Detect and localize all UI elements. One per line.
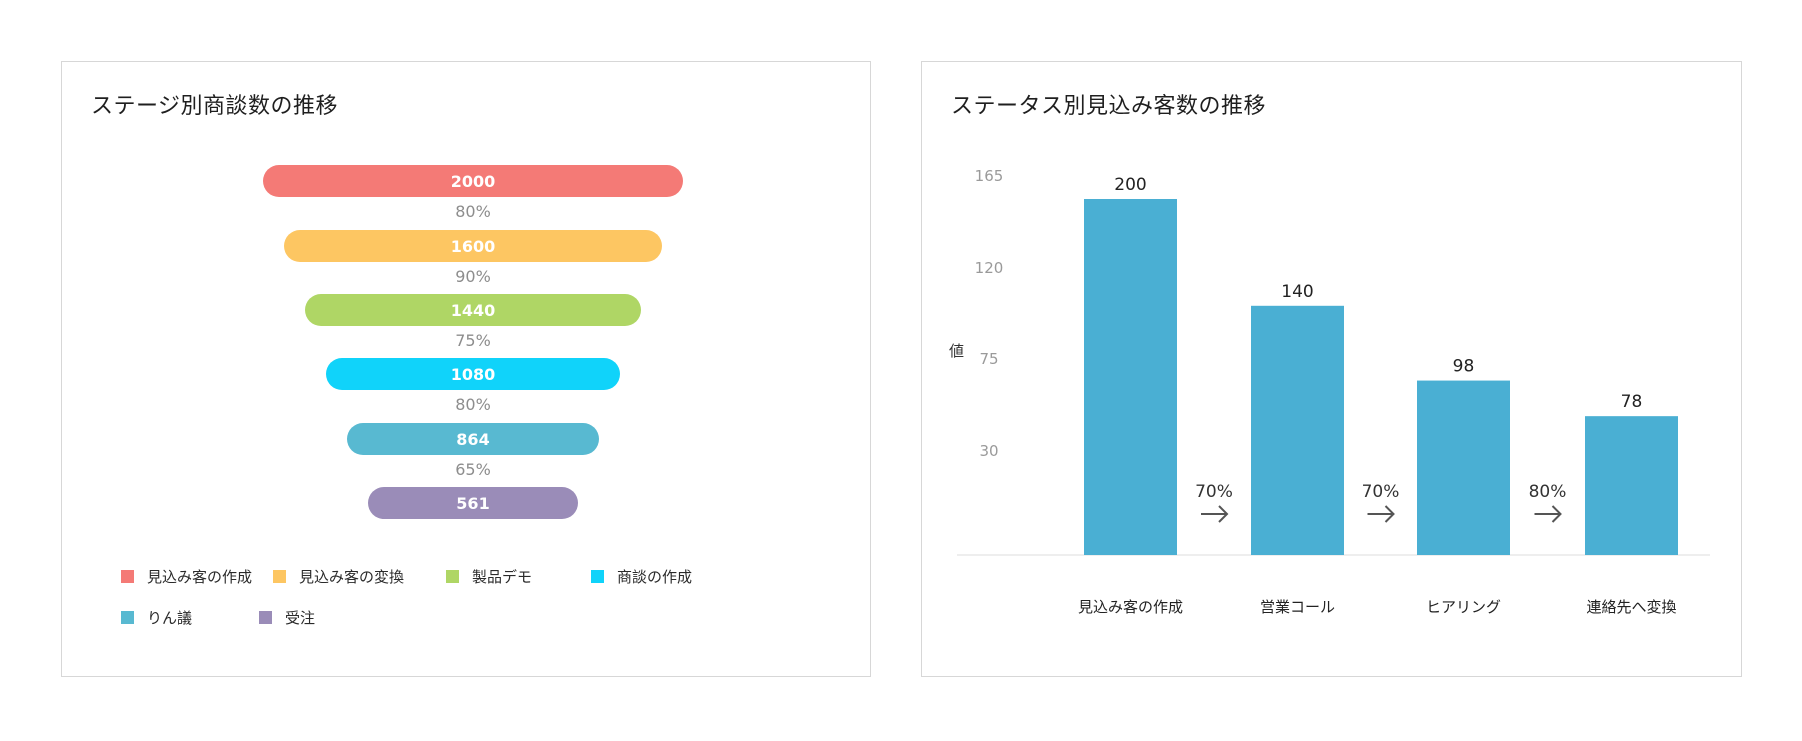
- x-tick-label: 営業コール: [1260, 598, 1335, 616]
- funnel-stage-4: 1080: [326, 358, 620, 390]
- legend-label: 商談の作成: [617, 567, 693, 586]
- bar: [1417, 380, 1510, 555]
- bar-value-label: 140: [1281, 282, 1313, 302]
- funnel-chart-panel: ステージ別商談数の推移 2000 80% 1600 90% 1440 75% 1…: [61, 61, 871, 677]
- funnel-stage-1: 2000: [263, 165, 683, 197]
- legend-label: りん議: [147, 608, 193, 627]
- bar-value-label: 200: [1114, 175, 1146, 195]
- conversion-rate-label: 70%: [1195, 482, 1233, 502]
- legend-label: 見込み客の作成: [147, 567, 253, 586]
- legend-swatch: [121, 610, 134, 624]
- funnel-rate-5: 65%: [455, 460, 491, 479]
- legend-item: 見込み客の変換: [273, 566, 404, 586]
- funnel-chart-title: ステージ別商談数の推移: [91, 94, 339, 119]
- legend-swatch: [591, 569, 604, 583]
- legend-item: 商談の作成: [591, 566, 692, 586]
- bar-value-label: 98: [1453, 357, 1475, 377]
- x-tick-label: 見込み客の作成: [1078, 598, 1183, 616]
- legend-item: りん議: [121, 607, 192, 627]
- funnel-rate-4: 80%: [455, 395, 491, 414]
- funnel-stage-2: 1600: [284, 230, 662, 262]
- arrow-right-icon: [1201, 505, 1229, 523]
- bar-chart-panel: ステータス別見込み客数の推移 165 120 75 30 値 200 見込み客の作成 140 営…: [921, 61, 1742, 677]
- conversion-rate-label: 80%: [1529, 482, 1567, 502]
- legend-swatch: [121, 569, 134, 583]
- funnel-stage-6: 561: [368, 487, 578, 519]
- bar: [1585, 416, 1678, 555]
- legend-item: 見込み客の作成: [121, 566, 252, 586]
- x-tick-label: ヒアリング: [1426, 598, 1501, 616]
- x-tick-label: 連絡先へ変換: [1586, 598, 1676, 616]
- arrow-right-icon: [1367, 505, 1395, 523]
- funnel-rate-2: 90%: [455, 267, 491, 286]
- y-tick-label: 75: [979, 350, 998, 368]
- funnel-stage-5: 864: [347, 423, 599, 455]
- bar-chart: 165 120 75 30 値 200 見込み客の作成 140 営業コール 98 ヒアリング 78 連絡…: [949, 167, 1710, 616]
- legend-label: 製品デモ: [472, 567, 533, 586]
- arrow-right-icon: [1534, 505, 1562, 523]
- conversion-rate-label: 70%: [1362, 482, 1400, 502]
- bar: [1251, 305, 1344, 555]
- legend-label: 見込み客の変換: [299, 567, 405, 586]
- legend-label: 受注: [285, 608, 316, 627]
- funnel-rate-3: 75%: [455, 331, 491, 350]
- y-axis-label: 値: [949, 342, 964, 360]
- legend-swatch: [446, 569, 459, 583]
- funnel-rate-1: 80%: [455, 202, 491, 221]
- legend-item: 受注: [259, 607, 315, 627]
- legend-swatch: [259, 610, 272, 624]
- funnel-stage-3: 1440: [305, 294, 641, 326]
- bar-chart-title: ステータス別見込み客数の推移: [951, 94, 1267, 119]
- legend-swatch: [273, 569, 286, 583]
- bar: [1084, 199, 1177, 555]
- legend-item: 製品デモ: [446, 566, 532, 586]
- y-tick-label: 120: [975, 259, 1004, 277]
- y-tick-label: 165: [975, 167, 1004, 185]
- bar-value-label: 78: [1621, 392, 1643, 412]
- y-tick-label: 30: [979, 442, 998, 460]
